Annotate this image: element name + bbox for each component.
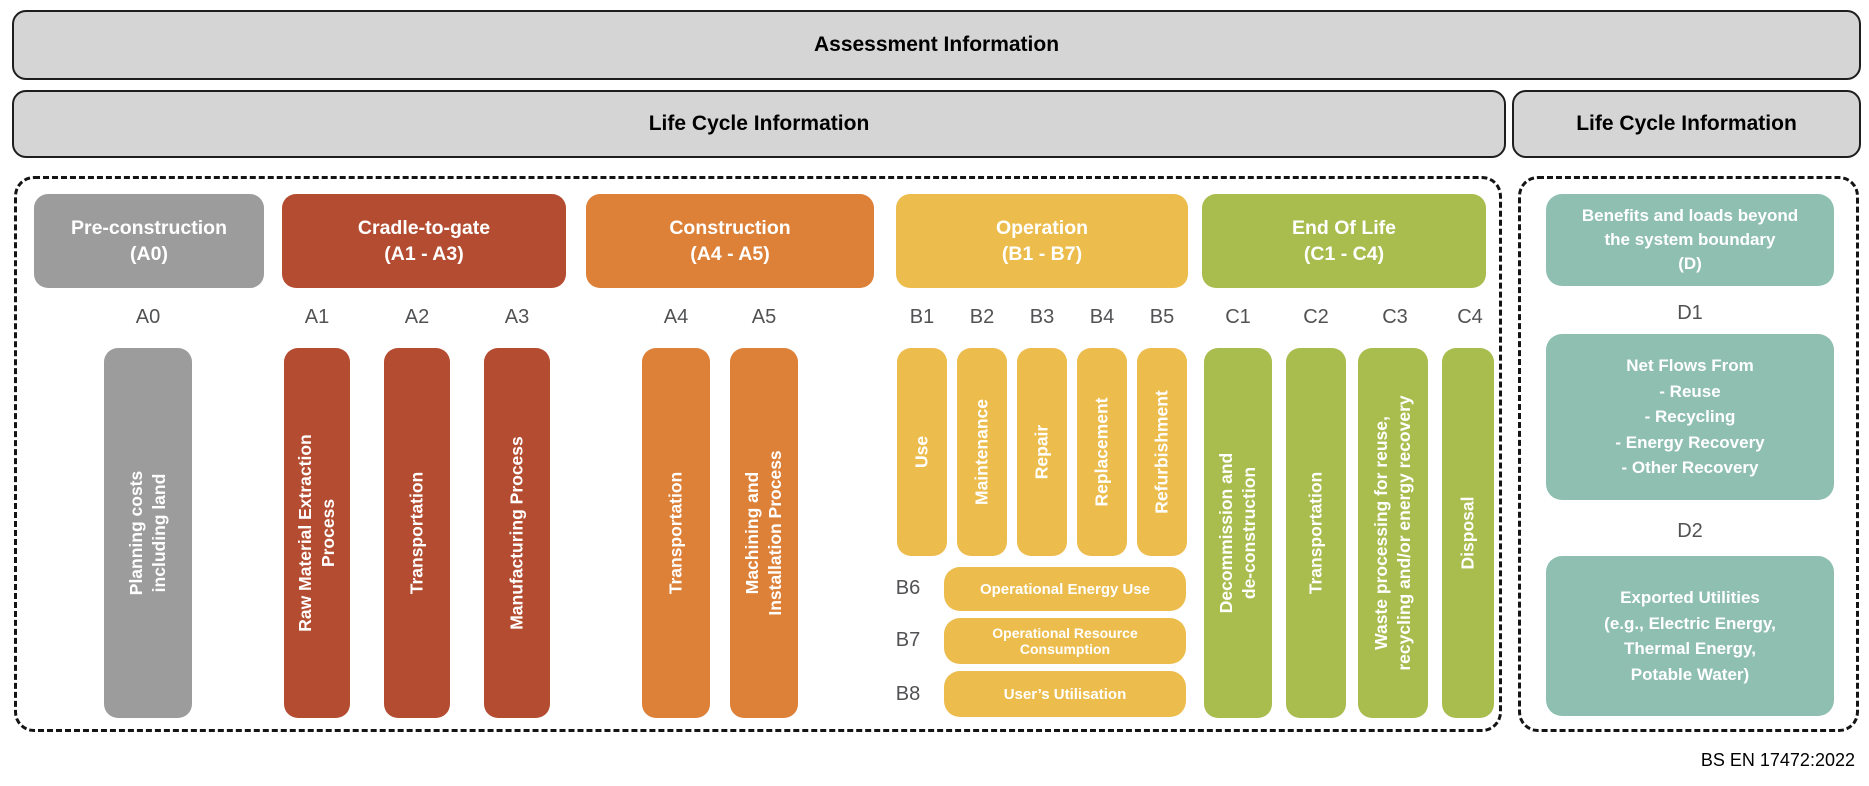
group-header-cradle-to-gate: Cradle-to-gate (A1 - A3) xyxy=(282,194,566,288)
stage-b4-code: B4 xyxy=(1089,306,1115,328)
stage-b7: Operational Resource Consumption xyxy=(944,618,1186,664)
stage-a2: Transportation xyxy=(384,348,450,718)
stage-c2-code: C2 xyxy=(1303,306,1329,328)
stage-a2-label: Transportation xyxy=(406,471,427,595)
standard-reference: BS EN 17472:2022 xyxy=(1700,750,1855,770)
assessment-information-banner: Assessment Information xyxy=(12,10,1861,80)
stage-c4-code: C4 xyxy=(1457,306,1483,328)
stage-d2-code: D2 xyxy=(1677,520,1703,542)
stage-b5: Refurbishment xyxy=(1137,348,1187,556)
stage-a4: Transportation xyxy=(642,348,710,718)
group-header-pre-construction: Pre-construction (A0) xyxy=(34,194,264,288)
stage-b8-code: B8 xyxy=(895,683,921,705)
stage-a2-code: A2 xyxy=(404,306,430,328)
assessment-information-title: Assessment Information xyxy=(813,33,1060,56)
stage-a5-label: Machining and Installation Process xyxy=(741,450,785,616)
benefits-and-loads-header: Benefits and loads beyond the system bou… xyxy=(1546,194,1834,286)
stage-b3: Repair xyxy=(1017,348,1067,556)
stage-b5-label: Refurbishment xyxy=(1151,390,1172,514)
stage-a1-code: A1 xyxy=(304,306,330,328)
stage-b3-code: B3 xyxy=(1029,306,1055,328)
stage-a1: Raw Material Extraction Process xyxy=(284,348,350,718)
stage-b1: Use xyxy=(897,348,947,556)
stage-b3-label: Repair xyxy=(1031,424,1052,480)
stage-a4-code: A4 xyxy=(663,306,689,328)
beyond-system-boundary-box xyxy=(1518,176,1859,732)
stage-c4-label: Disposal xyxy=(1457,496,1478,570)
stage-b2: Maintenance xyxy=(957,348,1007,556)
life-cycle-information-banner-right: Life Cycle Information xyxy=(1512,90,1861,158)
stage-a0-code: A0 xyxy=(135,306,161,328)
stage-a3-label: Manufacturing Process xyxy=(506,436,527,630)
stage-b1-code: B1 xyxy=(909,306,935,328)
stage-b6-code: B6 xyxy=(895,577,921,599)
stage-c2-label: Transportation xyxy=(1305,471,1326,595)
group-header-operation: Operation (B1 - B7) xyxy=(896,194,1188,288)
stage-a3-code: A3 xyxy=(504,306,530,328)
stage-b2-label: Maintenance xyxy=(971,399,992,505)
stage-a5-code: A5 xyxy=(751,306,777,328)
stage-a1-label: Raw Material Extraction Process xyxy=(294,434,338,632)
group-header-end-of-life: End Of Life (C1 - C4) xyxy=(1202,194,1486,288)
stage-c3-label: Waste processing for reuse, recycling an… xyxy=(1370,395,1414,671)
life-cycle-information-title-right: Life Cycle Information xyxy=(1576,112,1797,135)
stage-a0: Planning costs including land xyxy=(104,348,192,718)
stage-b4: Replacement xyxy=(1077,348,1127,556)
stage-a0-label: Planning costs including land xyxy=(125,470,169,596)
stage-a3: Manufacturing Process xyxy=(484,348,550,718)
stage-c3-code: C3 xyxy=(1382,306,1408,328)
stage-c1-label: Decommission and de-construction xyxy=(1215,452,1259,614)
stage-c4: Disposal xyxy=(1442,348,1494,718)
stage-d1: Net Flows From - Reuse - Recycling - Ene… xyxy=(1546,334,1834,500)
stage-a4-label: Transportation xyxy=(665,471,686,595)
stage-a5: Machining and Installation Process xyxy=(730,348,798,718)
stage-c3: Waste processing for reuse, recycling an… xyxy=(1358,348,1428,718)
stage-d2: Exported Utilities (e.g., Electric Energ… xyxy=(1546,556,1834,716)
group-header-construction: Construction (A4 - A5) xyxy=(586,194,874,288)
stage-c2: Transportation xyxy=(1286,348,1346,718)
stage-b1-label: Use xyxy=(911,435,932,469)
stage-b7-code: B7 xyxy=(895,629,921,651)
stage-c1: Decommission and de-construction xyxy=(1204,348,1272,718)
life-cycle-information-title-left: Life Cycle Information xyxy=(648,112,870,135)
stage-b8: User’s Utilisation xyxy=(944,671,1186,717)
stage-b6: Operational Energy Use xyxy=(944,567,1186,611)
stage-b5-code: B5 xyxy=(1149,306,1175,328)
stage-b2-code: B2 xyxy=(969,306,995,328)
life-cycle-information-banner-left: Life Cycle Information xyxy=(12,90,1506,158)
stage-c1-code: C1 xyxy=(1225,306,1251,328)
stage-b4-label: Replacement xyxy=(1091,397,1112,507)
life-cycle-stages-boundary xyxy=(14,176,1502,732)
stage-d1-code: D1 xyxy=(1677,302,1703,324)
